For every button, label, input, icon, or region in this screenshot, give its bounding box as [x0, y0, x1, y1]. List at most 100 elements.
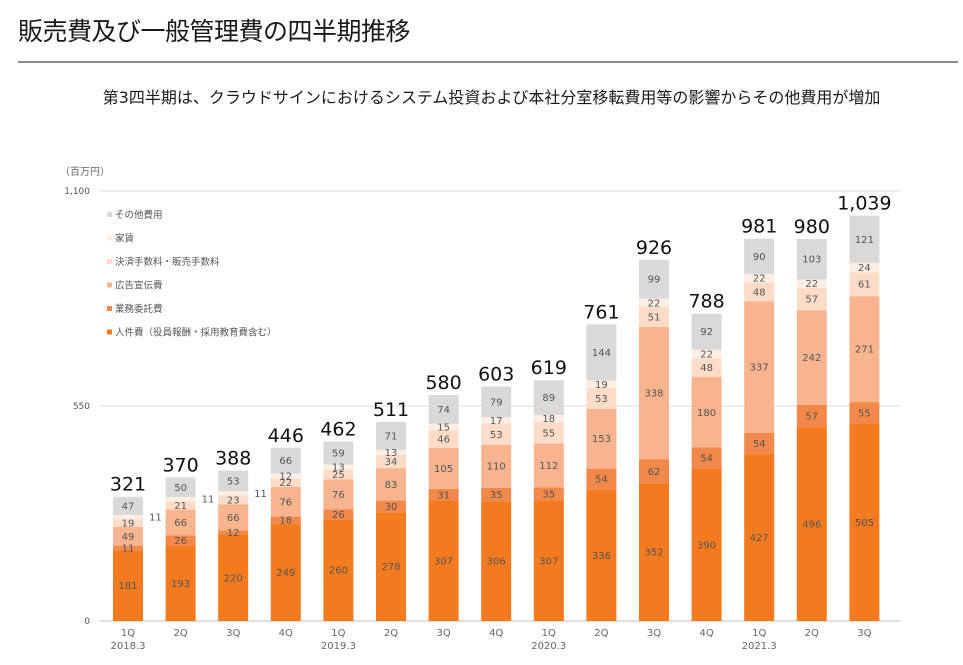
bar-segment: [849, 215, 880, 263]
total-value-label: 446: [268, 425, 304, 447]
segment-value-label: 121: [855, 235, 874, 246]
segment-value-label: 249: [276, 568, 295, 579]
total-value-label: 1,039: [837, 193, 891, 215]
segment-value-label: 22: [700, 350, 713, 361]
bar-segment: [376, 512, 406, 621]
segment-value-label: 12: [279, 471, 292, 482]
bar-segment: [849, 402, 880, 424]
bar-segment: [533, 380, 564, 415]
bar-segment: [323, 441, 354, 465]
bars-layer: [113, 215, 880, 621]
total-value-label: 511: [373, 399, 409, 421]
segment-value-label: 13: [385, 448, 398, 459]
legend-swatch: [107, 235, 112, 241]
bar-segment: [481, 423, 512, 445]
bar-segment: [270, 478, 301, 487]
bar-segment: [586, 489, 617, 621]
labels-layer: 05501,1001811149191147321193266621115037…: [64, 187, 891, 627]
segment-value-label: 11: [122, 544, 135, 555]
bar-segment: [113, 519, 143, 527]
segment-value-label: 22: [279, 478, 292, 489]
x-fiscal-year-label: 2020.3: [531, 641, 566, 652]
segment-value-label: 181: [118, 581, 137, 592]
x-tick-label: 1Q: [331, 628, 345, 639]
segment-value-label: 55: [542, 428, 555, 439]
bar-segment: [218, 470, 249, 492]
bar-segment: [744, 301, 775, 433]
bar-segment: [586, 324, 617, 381]
x-tick-label: 2Q: [805, 628, 819, 639]
bar-segment: [691, 377, 722, 448]
bar-segment: [639, 298, 669, 308]
bar-segment: [533, 414, 564, 423]
bar-segment: [849, 423, 880, 621]
x-tick-label: 4Q: [489, 628, 503, 639]
total-value-label: 580: [425, 372, 461, 394]
bar-segment: [323, 479, 354, 510]
segment-value-label: 76: [279, 497, 292, 508]
y-axis-unit-label: （百万円）: [60, 166, 110, 178]
page-subtitle: 第3四半期は、クラウドサインにおけるシステム投資および本社分室移転費用等の影響か…: [102, 88, 881, 107]
segment-value-label: 17: [490, 416, 503, 427]
x-tick-label: 3Q: [436, 628, 450, 639]
total-value-label: 370: [162, 455, 198, 477]
bar-segment: [428, 395, 459, 424]
segment-value-label: 22: [648, 298, 661, 309]
segment-value-label: 48: [700, 363, 713, 374]
total-value-label: 980: [794, 216, 830, 238]
segment-value-label: 76: [332, 490, 345, 501]
segment-value-label: 260: [329, 566, 348, 577]
segment-value-label: 278: [381, 562, 400, 573]
bar-segment: [270, 447, 301, 474]
segment-value-label: 54: [595, 475, 608, 486]
segment-value-label: 24: [858, 263, 871, 274]
total-value-label: 462: [320, 419, 356, 441]
bar-segment: [218, 535, 249, 621]
segment-value-label: 25: [332, 470, 345, 481]
legend-label: 業務委託費: [115, 303, 163, 315]
bar-segment: [376, 500, 406, 513]
segment-value-label: 66: [279, 456, 292, 467]
bar-segment: [639, 307, 669, 328]
segment-value-label: 71: [385, 431, 398, 442]
bar-segment: [113, 515, 143, 520]
bar-segment: [849, 272, 880, 297]
bar-segment: [691, 358, 722, 378]
segment-value-label: 307: [539, 556, 558, 567]
y-tick-label: 550: [73, 402, 90, 412]
segment-value-label: 30: [385, 502, 398, 513]
legend: その他費用家賃決済手数料・販売手数料広告宣伝費業務委託費人件費（役員報酬・採用教…: [107, 209, 277, 339]
segment-value-label: 57: [805, 411, 818, 422]
bar-segment: [586, 468, 617, 490]
segment-value-label: 53: [227, 476, 240, 487]
segment-value-label: 153: [592, 434, 611, 445]
segment-value-label: 26: [174, 536, 187, 547]
x-fiscal-year-label: 2018.3: [111, 641, 146, 652]
bar-segment: [691, 468, 722, 621]
bar-segment: [796, 310, 827, 405]
bar-segment: [533, 422, 564, 444]
total-value-label: 603: [478, 363, 514, 385]
legend-swatch: [107, 329, 112, 335]
bar-segment: [270, 486, 301, 517]
segment-value-label: 103: [802, 255, 821, 266]
segment-value-label: 144: [592, 348, 611, 359]
x-tick-label: 3Q: [647, 628, 661, 639]
legend-swatch: [107, 259, 112, 264]
bar-segment: [428, 500, 459, 621]
x-fiscal-year-label: 2021.3: [742, 641, 777, 652]
bar-segment: [323, 519, 354, 621]
bar-segment: [639, 327, 669, 460]
bar-segment: [428, 488, 459, 501]
segment-value-label: 66: [174, 518, 187, 529]
bar-segment: [376, 449, 406, 455]
bar-segment: [481, 417, 512, 424]
legend-swatch: [107, 282, 112, 288]
bar-segment: [796, 404, 827, 428]
x-tick-label: 4Q: [699, 628, 713, 639]
y-tick-label: 0: [84, 617, 90, 627]
segment-value-label: 90: [753, 252, 766, 263]
legend-label: その他費用: [115, 209, 163, 221]
bar-segment: [639, 483, 669, 621]
